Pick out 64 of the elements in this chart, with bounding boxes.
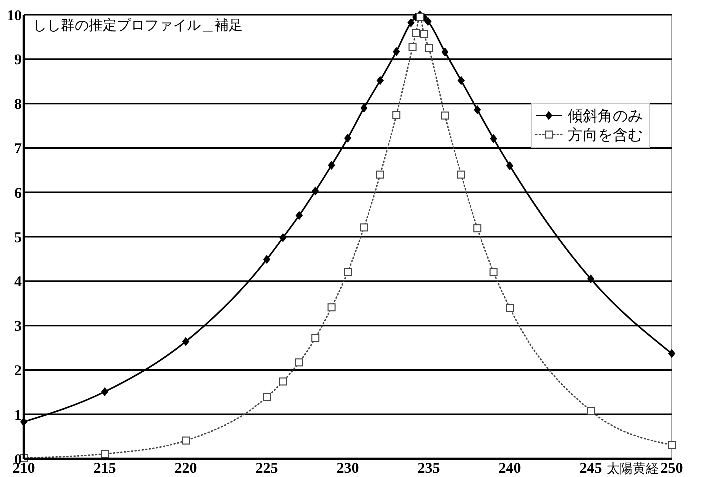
- point: [393, 47, 400, 56]
- x-tick-label: 235: [418, 461, 440, 477]
- chart-title: しし群の推定プロファイル＿補足: [33, 18, 243, 34]
- x-tick-label: 220: [174, 461, 198, 477]
- point: [279, 378, 288, 386]
- point: [295, 358, 304, 367]
- y-tick-label: 3: [14, 319, 22, 336]
- point: [412, 29, 420, 38]
- y-tick-label: 4: [14, 274, 22, 291]
- point: [424, 17, 432, 26]
- point: [360, 104, 368, 113]
- y-tick-label: 9: [14, 52, 22, 69]
- point: [490, 134, 498, 144]
- point: [457, 170, 466, 179]
- point: [420, 30, 428, 38]
- x-tick-label: 225: [256, 461, 278, 477]
- point: [328, 161, 336, 170]
- legend-label: 方向を含む: [568, 126, 643, 144]
- point: [344, 134, 352, 143]
- x-tick-label: 215: [94, 461, 116, 477]
- y-tick-label: 5: [14, 230, 22, 246]
- point: [392, 111, 401, 120]
- y-tick-label: 10: [7, 8, 22, 24]
- x-tick-label: 245: [580, 461, 602, 477]
- point: [474, 224, 482, 233]
- point: [441, 112, 450, 120]
- point: [458, 76, 465, 86]
- x-tick-label: 230: [336, 461, 360, 477]
- point: [668, 349, 676, 358]
- point: [312, 186, 320, 196]
- point: [425, 44, 433, 52]
- point: [101, 387, 109, 396]
- y-tick-label: 2: [14, 363, 22, 380]
- point: [263, 393, 271, 402]
- point: [344, 268, 352, 276]
- point: [506, 304, 514, 312]
- point: [182, 337, 190, 346]
- point: [263, 255, 271, 264]
- y-tick-label: 1: [14, 408, 22, 424]
- point: [474, 106, 482, 115]
- point: [416, 13, 424, 22]
- point: [312, 334, 320, 342]
- point: [182, 436, 190, 445]
- x-tick-label: 240: [498, 461, 522, 477]
- point: [360, 224, 368, 232]
- point: [668, 441, 676, 450]
- x-tick-label: 250: [660, 461, 684, 477]
- point: [442, 48, 449, 57]
- y-tick-label: 6: [14, 186, 22, 202]
- point: [587, 274, 595, 284]
- y-tick-label: 7: [14, 141, 22, 158]
- x-axis-title: 太陽黄経: [607, 462, 659, 477]
- point: [280, 233, 287, 242]
- point: [376, 170, 384, 179]
- point: [408, 18, 415, 28]
- point: [376, 76, 384, 86]
- point: [587, 407, 595, 416]
- point: [328, 304, 336, 312]
- y-tick-label: 8: [14, 97, 22, 114]
- point: [490, 268, 498, 277]
- point: [506, 161, 514, 170]
- point: [296, 211, 303, 220]
- point: [408, 43, 417, 52]
- legend-label: 傾斜角のみ: [568, 107, 643, 126]
